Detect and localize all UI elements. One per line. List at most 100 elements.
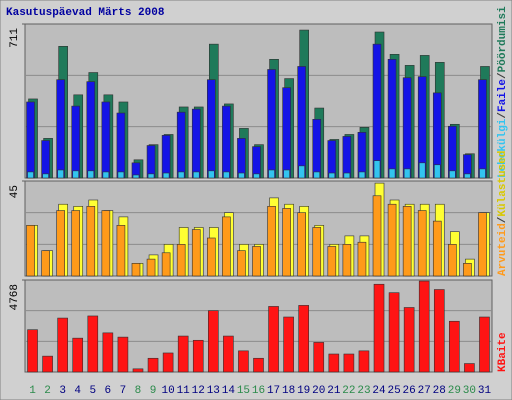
legend-entry: Faile (497, 79, 509, 112)
x-tick-label: 18 (282, 385, 295, 397)
bar (343, 172, 351, 179)
bar (132, 368, 144, 373)
bar (102, 171, 110, 179)
bar (192, 339, 204, 373)
bar (191, 108, 201, 179)
bar (312, 227, 322, 277)
bar (116, 225, 126, 277)
bar (238, 350, 249, 373)
bar (433, 164, 441, 179)
bar (372, 195, 382, 277)
bar (448, 244, 457, 277)
bar (282, 208, 291, 277)
x-tick-label: 25 (387, 385, 400, 397)
y-tick-label: 45 (9, 185, 21, 198)
bar (403, 168, 411, 179)
bar (402, 206, 412, 277)
bar (268, 306, 279, 373)
bar (161, 135, 171, 179)
bar (327, 140, 337, 179)
x-tick-label: 11 (177, 385, 191, 397)
bar (479, 316, 490, 373)
bar (449, 170, 456, 179)
x-tick-label: 10 (162, 385, 175, 397)
bar (357, 241, 367, 277)
bar (101, 210, 111, 277)
x-tick-label: 24 (372, 385, 386, 397)
bar (252, 146, 261, 179)
bar (418, 280, 430, 373)
bar (86, 81, 96, 179)
x-tick-label: 2 (44, 385, 51, 397)
bar (253, 173, 260, 179)
bar (328, 353, 340, 373)
x-tick-label: 22 (342, 385, 355, 397)
legend-entry: Lehekülgi (497, 118, 509, 178)
bar (176, 244, 186, 277)
bar (41, 140, 50, 179)
bar (237, 250, 246, 277)
bar (298, 305, 309, 373)
bar (72, 337, 84, 373)
bar (101, 101, 111, 179)
bar (56, 210, 65, 277)
legend-entry: Arvuteid (497, 223, 509, 276)
bar (448, 125, 457, 179)
bar (147, 173, 155, 179)
bar (267, 69, 276, 179)
legend-separator: / (497, 216, 509, 223)
bar (56, 79, 65, 179)
bar (388, 168, 396, 179)
legend-entry: KBaite (497, 332, 509, 372)
bar (27, 329, 38, 373)
bar (207, 237, 216, 277)
bar (162, 352, 174, 373)
bar (177, 171, 185, 179)
bar (147, 357, 159, 373)
bar (479, 168, 486, 179)
x-tick-label: 9 (150, 385, 157, 397)
x-tick-label: 14 (222, 385, 236, 397)
legend-entry: Pöördumisi (497, 6, 509, 72)
bar (267, 206, 276, 277)
y-tick-label: 4768 (9, 284, 21, 310)
bar (464, 173, 471, 179)
bar (57, 317, 68, 373)
bar (102, 332, 114, 373)
bar (238, 172, 245, 179)
x-tick-label: 12 (192, 385, 205, 397)
bar (117, 336, 129, 373)
bar (41, 250, 50, 277)
bar (298, 165, 305, 179)
bar (208, 310, 219, 373)
bar (357, 131, 367, 179)
bar (313, 171, 321, 179)
bar (191, 229, 201, 277)
bar (57, 169, 64, 179)
bar (71, 105, 81, 179)
bar (252, 246, 261, 277)
bar (358, 171, 366, 179)
bar (403, 307, 415, 373)
bar (478, 79, 487, 179)
bar (71, 210, 81, 277)
bar (146, 145, 156, 179)
chart-title: Kasutuspäevad Märts 2008 (6, 7, 165, 19)
bar (176, 111, 186, 179)
bar (117, 171, 125, 179)
legend: Arvuteid/Külastused (497, 151, 509, 276)
x-tick-label: 23 (357, 385, 370, 397)
bar (87, 315, 99, 373)
bar (223, 171, 230, 179)
x-tick-label: 8 (135, 385, 142, 397)
bar (283, 316, 294, 373)
bar (146, 258, 156, 277)
x-tick-label: 6 (105, 385, 112, 397)
bar (207, 79, 216, 179)
bar (313, 342, 325, 373)
x-tick-label: 7 (120, 385, 127, 397)
bar (387, 203, 397, 277)
bar (132, 174, 140, 179)
x-tick-label: 19 (297, 385, 310, 397)
legend-separator: / (497, 72, 509, 79)
